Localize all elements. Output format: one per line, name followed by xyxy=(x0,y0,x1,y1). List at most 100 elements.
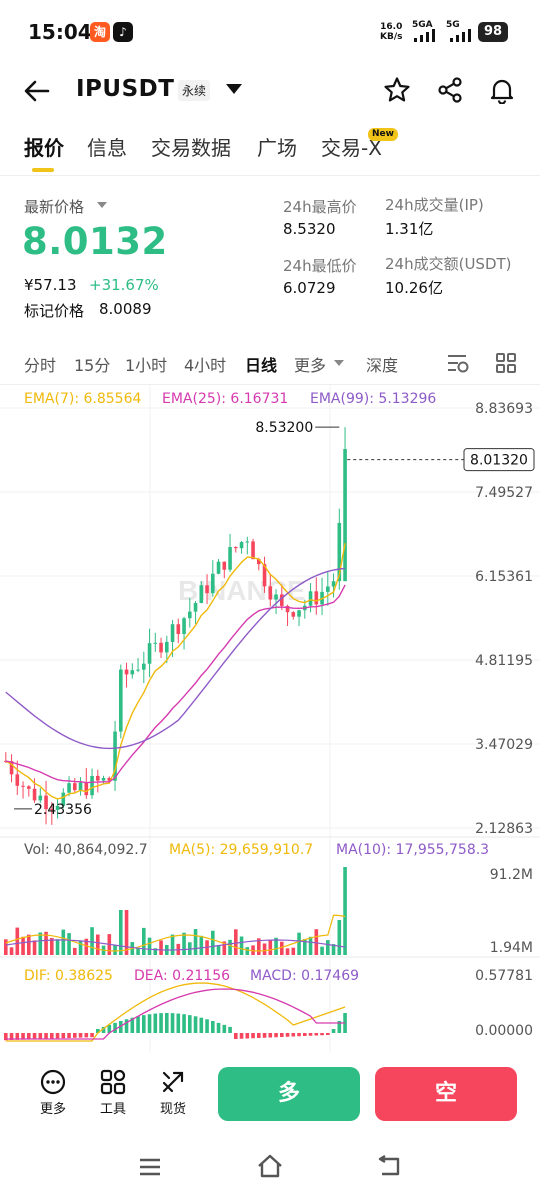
interval-time[interactable]: 分时 xyxy=(24,356,57,375)
interval-15m[interactable]: 15分 xyxy=(74,356,111,375)
candle-body xyxy=(326,586,330,592)
ma5-volume-line xyxy=(5,914,346,952)
macd-bar xyxy=(32,1033,37,1040)
share-icon[interactable] xyxy=(436,76,464,104)
ema99-line xyxy=(5,567,346,750)
macd-bar xyxy=(27,1033,31,1040)
candle-body xyxy=(274,594,278,600)
tab-trading-data[interactable]: 交易数据 xyxy=(151,136,231,160)
volume-bar xyxy=(159,940,163,955)
macd-bar xyxy=(4,1033,8,1041)
macd-bar xyxy=(119,1021,123,1033)
interval-more-dropdown-icon[interactable] xyxy=(334,360,344,366)
candle-body xyxy=(67,783,71,793)
ema7-line xyxy=(5,543,346,800)
back-nav-icon[interactable] xyxy=(376,1155,402,1177)
candle-body xyxy=(96,775,100,781)
macd-bar xyxy=(199,1017,204,1033)
macd-bar xyxy=(153,1013,158,1033)
macd-bar xyxy=(216,1022,221,1033)
low-24h-label: 24h最低价 xyxy=(283,257,357,275)
candle-body xyxy=(337,522,342,582)
last-price-label[interactable]: 最新价格 xyxy=(24,198,85,216)
volume-bar xyxy=(9,947,14,955)
macd-bar xyxy=(211,1021,215,1033)
volume-bar xyxy=(280,941,284,955)
spot-label: 现货 xyxy=(159,1102,186,1117)
candle-body xyxy=(142,663,146,670)
volume-bar xyxy=(297,932,301,955)
interval-1h[interactable]: 1小时 xyxy=(125,356,168,375)
macd-bar xyxy=(314,1033,319,1036)
status-bar: 15:04 淘 ♪ 16.0 KB/s 5GA 5G 98 xyxy=(0,0,540,62)
volume-24h-label: 24h成交量(IP) xyxy=(385,196,484,214)
interval-more[interactable]: 更多 xyxy=(294,356,327,375)
back-arrow-icon[interactable] xyxy=(22,76,52,106)
candle-body xyxy=(153,642,158,644)
volume-bar xyxy=(314,929,319,955)
tab-quote[interactable]: 报价 xyxy=(24,136,64,160)
candle-body xyxy=(165,641,169,653)
macd-bar xyxy=(291,1033,296,1037)
candles xyxy=(4,427,347,825)
interval-4h[interactable]: 4小时 xyxy=(184,356,227,375)
candle-body xyxy=(239,542,244,549)
volume-bar xyxy=(4,939,8,955)
macd-bar xyxy=(280,1033,284,1037)
volume-bar xyxy=(326,940,330,955)
volume-bar xyxy=(182,932,186,955)
candle-body xyxy=(44,795,48,810)
symbol-title[interactable]: IPUSDT xyxy=(76,76,175,102)
price-tick-label: 4.81195 xyxy=(475,653,533,669)
volume-bar xyxy=(50,937,54,955)
indicator-settings-icon[interactable] xyxy=(446,352,470,374)
system-nav-bar xyxy=(0,1135,540,1199)
price-axis: 8.83693 7.49527 6.15361 4.81195 3.47029 2.128… xyxy=(475,401,533,1039)
interval-1d[interactable]: 日线 xyxy=(245,356,278,375)
long-button[interactable]: 多 xyxy=(218,1067,360,1121)
interval-depth[interactable]: 深度 xyxy=(366,356,399,375)
volume-bar xyxy=(78,940,83,955)
home-icon[interactable] xyxy=(256,1153,284,1179)
symbol-dropdown-icon[interactable] xyxy=(226,84,242,94)
tab-square[interactable]: 广场 xyxy=(257,136,297,160)
macd-bar xyxy=(222,1024,227,1033)
candle-body xyxy=(50,809,54,811)
battery-icon: 98 xyxy=(478,22,508,42)
macd-bar xyxy=(245,1033,250,1039)
volume-bar xyxy=(90,927,94,955)
signal-label-2: 5G xyxy=(446,20,460,30)
grid-layout-icon[interactable] xyxy=(495,352,517,374)
notification-bell-icon[interactable] xyxy=(488,76,516,104)
signal-icon-1 xyxy=(414,28,438,42)
macd-bar xyxy=(182,1014,186,1033)
spot-button[interactable]: 现货 xyxy=(153,1069,193,1117)
short-button[interactable]: 空 xyxy=(375,1067,517,1121)
macd-histogram xyxy=(4,982,347,1042)
favorite-star-icon[interactable] xyxy=(383,76,411,104)
tab-bar: 报价 信息 交易数据 广场 交易-X New xyxy=(0,124,540,176)
volume-bar xyxy=(84,938,89,955)
macd-bar xyxy=(142,1015,146,1033)
macd-bar xyxy=(285,1033,290,1037)
volume-bars xyxy=(4,867,347,955)
volume-bar xyxy=(291,947,296,955)
tools-button[interactable]: 工具 xyxy=(93,1069,133,1117)
candle-body xyxy=(314,591,319,605)
macd-bar xyxy=(50,1033,54,1039)
volume-bar xyxy=(67,933,71,955)
volume-bar xyxy=(142,927,146,955)
last-price-dropdown-icon[interactable] xyxy=(97,202,107,208)
candlestick-chart[interactable]: BINANCE 8.53200 2.43356 8.01320 8.83693 7.4… xyxy=(0,385,540,1053)
volume-bar xyxy=(228,939,232,955)
candle-body xyxy=(136,669,140,671)
macd-bar xyxy=(124,1019,129,1033)
volume-bar xyxy=(193,929,198,955)
net-speed-value: 16.0 xyxy=(380,22,403,32)
more-button[interactable]: 更多 xyxy=(33,1069,73,1117)
menu-icon[interactable] xyxy=(138,1157,162,1177)
tab-info[interactable]: 信息 xyxy=(87,136,127,160)
macd-bar xyxy=(234,1033,238,1039)
volume-bar xyxy=(38,932,43,955)
candle-body xyxy=(188,611,192,619)
